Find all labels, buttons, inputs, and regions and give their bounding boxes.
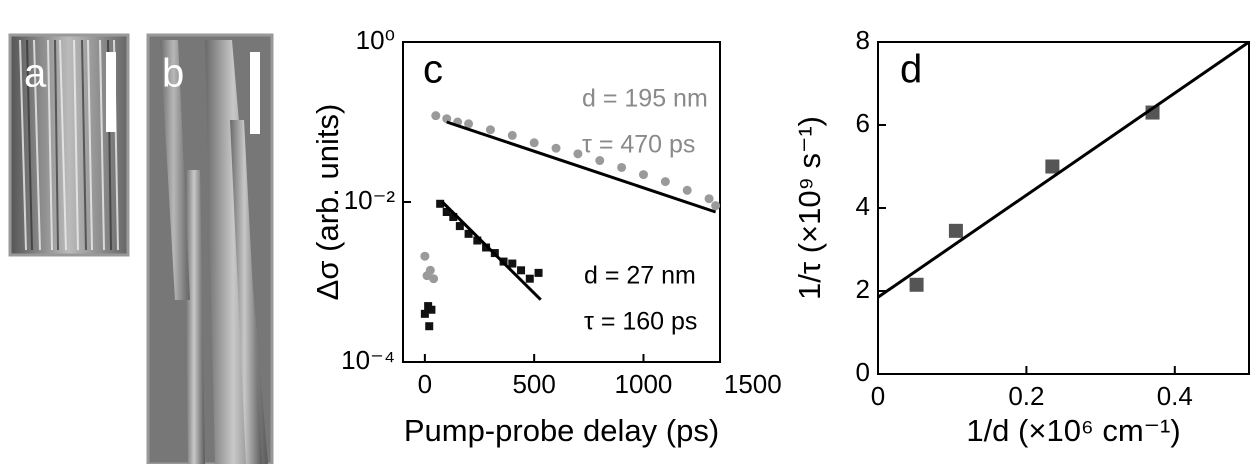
data-point <box>464 229 473 238</box>
data-point <box>508 259 517 268</box>
image-label: a <box>24 52 47 96</box>
data-point <box>473 236 482 245</box>
image-a <box>8 33 130 257</box>
y-axis-label: 1/τ (×10⁹ s⁻¹) <box>792 116 827 300</box>
y-tick-label: 2 <box>856 274 870 304</box>
data-point <box>529 138 539 148</box>
x-tick-label: 500 <box>512 369 555 399</box>
y-tick-label: 10⁻⁴ <box>341 345 395 375</box>
x-tick-label: 1000 <box>615 369 673 399</box>
data-point <box>711 201 721 211</box>
fit-line <box>441 200 542 301</box>
y-tick-label: 4 <box>856 191 870 221</box>
x-tick-label: 0 <box>871 381 885 411</box>
data-point <box>431 111 441 121</box>
data-point <box>442 114 452 124</box>
data-point <box>464 119 474 129</box>
annotation: d = 27 nm <box>584 262 696 290</box>
y-tick-label: 10⁻² <box>344 185 396 215</box>
data-point <box>617 162 627 172</box>
data-point <box>595 156 605 166</box>
data-point <box>525 274 534 283</box>
data-point <box>420 309 429 318</box>
data-point <box>948 223 963 238</box>
fit-line <box>446 120 717 214</box>
data-point <box>507 130 517 140</box>
data-point <box>573 149 583 159</box>
y-axis-label: Δσ (arb. units) <box>310 104 345 301</box>
data-point <box>449 212 458 221</box>
annotation: τ = 160 ps <box>584 308 697 336</box>
data-point <box>660 177 670 187</box>
image-label: b <box>162 52 184 96</box>
data-point <box>425 322 434 331</box>
data-point <box>427 305 436 314</box>
x-tick-label: 0 <box>418 369 432 399</box>
x-tick-label: 1500 <box>724 369 782 399</box>
y-tick-label: 0 <box>856 357 870 387</box>
data-point <box>638 170 648 180</box>
annotation: τ = 470 ps <box>582 131 695 159</box>
data-point <box>425 265 435 275</box>
y-tick-label: 6 <box>856 108 870 138</box>
x-tick-label: 0.4 <box>1157 381 1193 411</box>
annotation: d = 195 nm <box>582 85 708 113</box>
panel-label: c <box>423 48 443 92</box>
y-tick-label: 8 <box>856 25 870 55</box>
data-point <box>436 199 445 208</box>
plot-frame <box>877 41 1250 375</box>
x-axis-label: Pump-probe delay (ps) <box>404 413 719 448</box>
data-point <box>1045 159 1060 174</box>
data-point <box>909 277 924 292</box>
data-point <box>534 268 543 277</box>
data-point <box>455 222 464 231</box>
data-point <box>485 125 495 135</box>
data-point <box>551 143 561 153</box>
y-tick-label: 10⁰ <box>356 25 395 55</box>
x-tick-label: 0.2 <box>1008 381 1044 411</box>
data-point <box>420 251 430 261</box>
fit-line <box>877 40 1250 299</box>
data-point <box>429 274 439 284</box>
data-point <box>442 207 451 216</box>
image-b <box>146 33 274 464</box>
x-axis-label: 1/d (×10⁶ cm⁻¹) <box>966 413 1180 448</box>
data-point <box>682 185 692 195</box>
data-point <box>704 194 714 204</box>
data-point <box>517 266 526 275</box>
panel-label: d <box>900 48 922 92</box>
